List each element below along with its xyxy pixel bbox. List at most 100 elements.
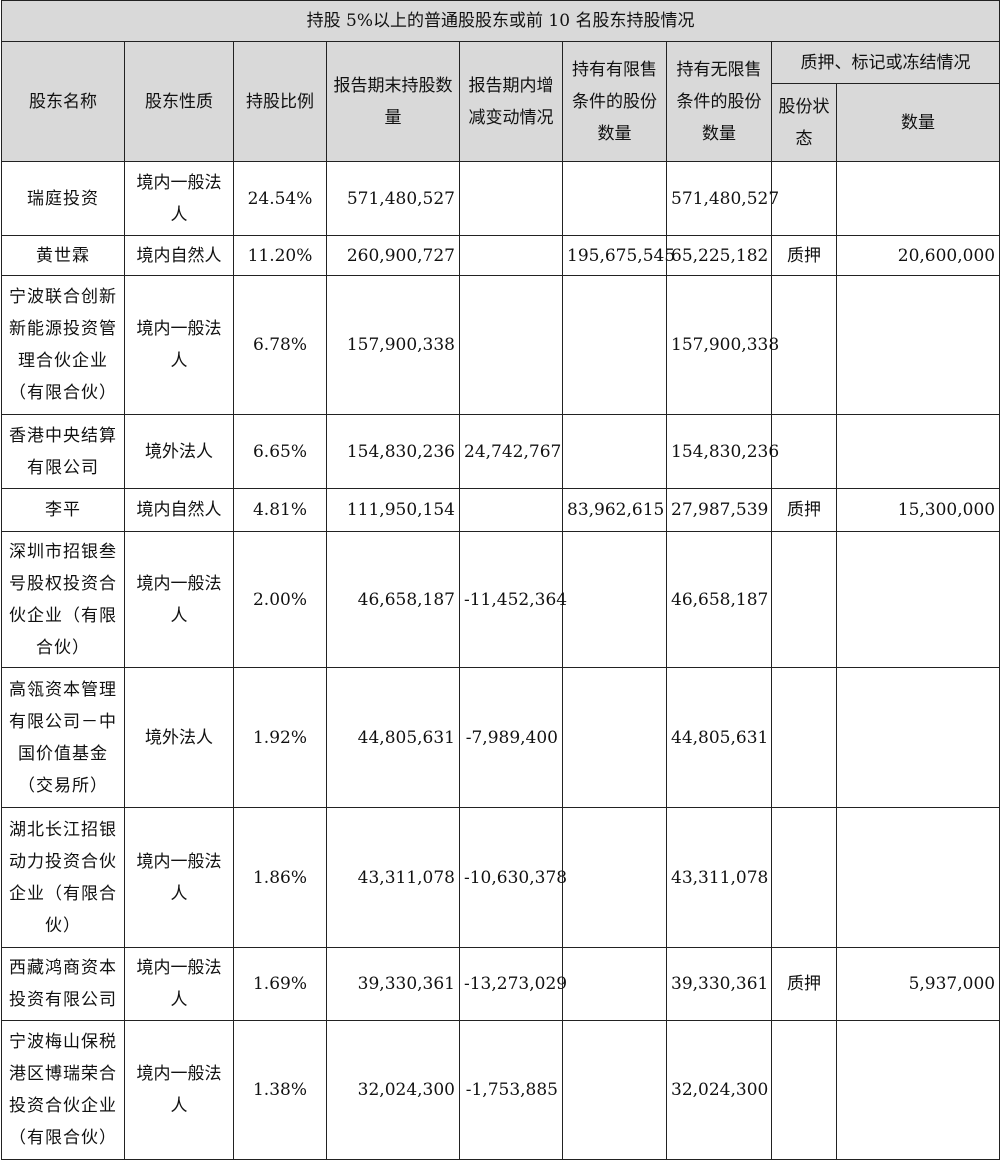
cell-nature: 境内一般法人 [124,531,234,668]
cell-name: 宁波梅山保税港区博瑞荣合投资合伙企业（有限合伙） [1,1020,125,1160]
cell-name: 西藏鸿商资本投资有限公司 [1,947,125,1021]
cell-ratio: 1.92% [233,667,327,808]
cell-nature: 境内一般法人 [124,1020,234,1160]
cell-unrestricted: 154,830,236 [666,414,779,489]
header-ratio: 持股比例 [233,41,327,162]
table-row: 宁波梅山保税港区博瑞荣合投资合伙企业（有限合伙） 境内一般法人 1.38% 32,02… [1,1020,1000,1160]
cell-status [771,1020,837,1160]
cell-nature: 境内一般法人 [124,807,234,948]
header-restricted: 持有有限售条件的股份数量 [562,41,667,162]
cell-status [771,275,837,415]
cell-change: -13,273,029 [459,947,567,1021]
table-row: 宁波联合创新新能源投资管理合伙企业（有限合伙） 境内一般法人 6.78% 157,90… [1,275,1000,415]
cell-ratio: 6.65% [233,414,327,489]
header-name: 股东名称 [1,41,125,162]
cell-nature: 境内一般法人 [124,947,234,1021]
table-row: 深圳市招银叁号股权投资合伙企业（有限合伙） 境内一般法人 2.00% 46,658,1… [1,531,1000,668]
cell-ratio: 2.00% [233,531,327,668]
cell-pledge-qty: 15,300,000 [835,488,1000,532]
cell-unrestricted: 571,480,527 [666,161,779,236]
cell-ratio: 1.69% [233,947,327,1021]
cell-restricted [562,275,667,415]
table-row: 瑞庭投资 境内一般法人 24.54% 571,480,527 571,480,527 [1,161,1000,236]
cell-restricted [562,531,667,668]
header-pledge-status: 股份状态 [771,83,837,162]
cell-status: 质押 [771,488,837,532]
cell-ratio: 4.81% [233,488,327,532]
cell-end-qty: 44,805,631 [326,667,460,808]
cell-ratio: 24.54% [233,161,327,236]
cell-pledge-qty: 20,600,000 [835,235,1000,276]
cell-restricted: 83,962,615 [562,488,667,532]
cell-pledge-qty [835,1020,1000,1160]
cell-name: 深圳市招银叁号股权投资合伙企业（有限合伙） [1,531,125,668]
table-title: 持股 5%以上的普通股股东或前 10 名股东持股情况 [0,0,1000,42]
table-row: 黄世霖 境内自然人 11.20% 260,900,727 195,675,545 65,2… [1,235,1000,276]
cell-unrestricted: 39,330,361 [666,947,772,1021]
header-unrestricted: 持有无限售条件的股份数量 [666,41,772,162]
cell-change [459,488,563,532]
cell-change: -1,753,885 [459,1020,563,1160]
cell-ratio: 1.38% [233,1020,327,1160]
cell-end-qty: 260,900,727 [326,235,460,276]
cell-status [771,414,837,489]
cell-ratio: 11.20% [233,235,327,276]
header-end-qty: 报告期末持股数量 [326,41,460,162]
cell-end-qty: 43,311,078 [326,807,460,948]
header-change: 报告期内增减变动情况 [459,41,563,162]
cell-end-qty: 571,480,527 [326,161,460,236]
cell-name: 高瓴资本管理有限公司－中国价值基金（交易所） [1,667,125,808]
cell-change: -7,989,400 [459,667,563,808]
cell-restricted [562,667,667,808]
cell-change: -11,452,364 [459,531,567,668]
cell-change [459,161,563,236]
cell-unrestricted: 27,987,539 [666,488,772,532]
cell-unrestricted: 65,225,182 [666,235,772,276]
cell-change: 24,742,767 [459,414,563,489]
cell-pledge-qty [835,807,1000,948]
cell-change: -10,630,378 [459,807,567,948]
cell-pledge-qty: 5,937,000 [835,947,1000,1021]
cell-pledge-qty [835,531,1000,668]
cell-end-qty: 39,330,361 [326,947,460,1021]
header-pledge-qty: 数量 [835,83,1000,162]
cell-name: 李平 [1,488,125,532]
cell-end-qty: 32,024,300 [326,1020,460,1160]
cell-restricted [562,414,667,489]
header-nature: 股东性质 [124,41,234,162]
cell-end-qty: 46,658,187 [326,531,460,668]
table-row: 香港中央结算有限公司 境外法人 6.65% 154,830,236 24,742,767… [1,414,1000,489]
cell-change [459,235,563,276]
cell-pledge-qty [835,414,1000,489]
cell-end-qty: 154,830,236 [326,414,460,489]
cell-unrestricted: 32,024,300 [666,1020,772,1160]
cell-name: 瑞庭投资 [1,161,125,236]
cell-restricted [562,947,667,1021]
cell-status [771,667,837,808]
cell-end-qty: 157,900,338 [326,275,460,415]
cell-pledge-qty [835,275,1000,415]
cell-ratio: 1.86% [233,807,327,948]
cell-pledge-qty [835,161,1000,236]
cell-unrestricted: 46,658,187 [666,531,772,668]
cell-restricted [562,807,667,948]
cell-restricted [562,1020,667,1160]
cell-name: 香港中央结算有限公司 [1,414,125,489]
cell-status: 质押 [771,947,837,1021]
cell-status: 质押 [771,235,837,276]
cell-unrestricted: 44,805,631 [666,667,772,808]
cell-nature: 境外法人 [124,414,234,489]
cell-ratio: 6.78% [233,275,327,415]
cell-restricted: 195,675,545 [562,235,675,276]
cell-name: 湖北长江招银动力投资合伙企业（有限合伙） [1,807,125,948]
cell-nature: 境外法人 [124,667,234,808]
cell-status [771,161,837,236]
cell-unrestricted: 157,900,338 [666,275,779,415]
cell-nature: 境内自然人 [124,235,234,276]
cell-status [771,531,837,668]
cell-status [771,807,837,948]
cell-nature: 境内一般法人 [124,275,234,415]
cell-unrestricted: 43,311,078 [666,807,772,948]
cell-pledge-qty [835,667,1000,808]
